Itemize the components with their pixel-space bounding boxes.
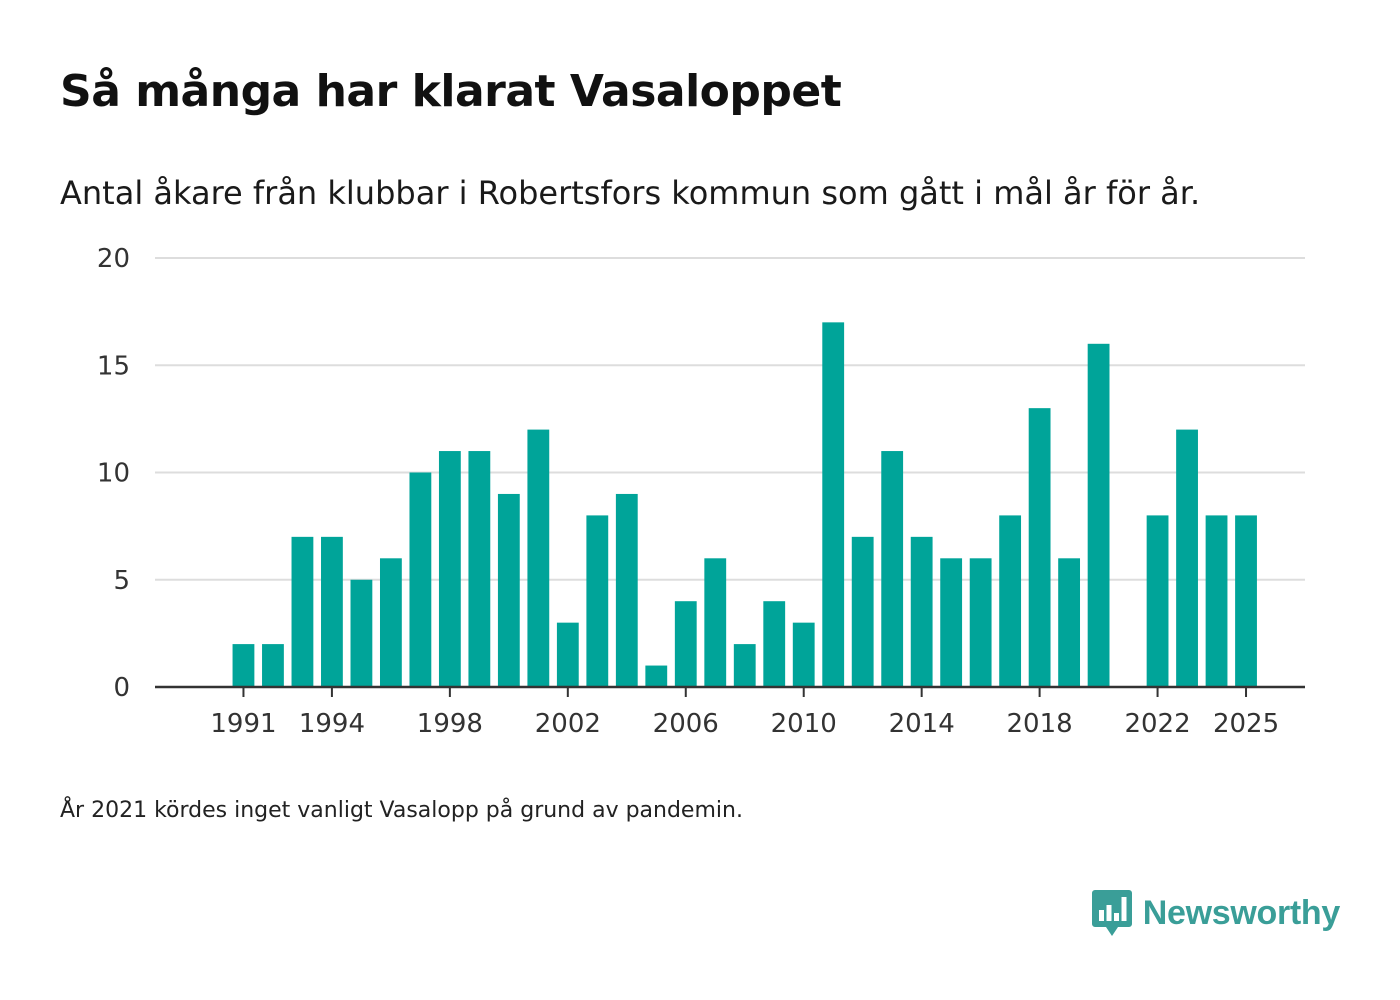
bar-2004[interactable]	[615, 493, 638, 687]
y-tick-label-10: 10	[97, 459, 130, 489]
bars	[232, 322, 1257, 688]
bar-1996[interactable]	[379, 558, 402, 687]
bar-2007[interactable]	[704, 558, 727, 687]
bar-2025[interactable]	[1235, 515, 1257, 687]
x-tick-label-2018: 2018	[1007, 709, 1073, 739]
footnote: År 2021 kördes inget vanligt Vasalopp på…	[60, 798, 743, 823]
bar-1991[interactable]	[232, 644, 255, 687]
bar-2018[interactable]	[1028, 408, 1051, 687]
x-tick-label-1991: 1991	[210, 709, 276, 739]
x-tick-label-2014: 2014	[889, 709, 955, 739]
bar-2016[interactable]	[969, 558, 992, 687]
bar-1994[interactable]	[321, 536, 343, 687]
bar-2000[interactable]	[497, 493, 520, 687]
bar-1998[interactable]	[438, 451, 461, 687]
y-tick-label-20: 20	[97, 244, 130, 274]
brand-name: Newsworthy	[1142, 893, 1341, 932]
bar-2013[interactable]	[881, 451, 904, 687]
bar-1997[interactable]	[409, 472, 432, 688]
y-tick-label-5: 5	[113, 566, 130, 596]
bar-1995[interactable]	[350, 579, 373, 687]
x-axis-ticks: 1991 1994 1998 2002 2006 2010 2014 2018 2022 2025	[210, 687, 1279, 739]
bar-chart: 0 5 10 15 20 1991 1994 1998 2002 2006 2010 2014 201…	[97, 244, 1305, 739]
bar-2023[interactable]	[1176, 429, 1198, 687]
y-axis-ticks: 0 5 10 15 20	[97, 244, 130, 703]
brand-logo[interactable]: Newsworthy	[1091, 888, 1340, 938]
bar-2019[interactable]	[1058, 558, 1081, 687]
bar-2020[interactable]	[1087, 343, 1110, 687]
bar-2008[interactable]	[733, 644, 756, 687]
x-tick-label-2022: 2022	[1124, 709, 1190, 739]
bar-2005[interactable]	[645, 665, 668, 687]
y-tick-label-15: 15	[97, 351, 130, 381]
bar-2006[interactable]	[674, 601, 697, 687]
x-tick-label-2025: 2025	[1213, 709, 1279, 739]
x-tick-label-1994: 1994	[299, 709, 365, 739]
bar-2022[interactable]	[1146, 515, 1169, 687]
chart-subtitle: Antal åkare från klubbar i Robertsfors k…	[60, 174, 1201, 212]
bar-2015[interactable]	[940, 558, 963, 687]
bar-2002[interactable]	[556, 622, 579, 687]
bar-2010[interactable]	[792, 622, 815, 687]
bar-1999[interactable]	[468, 451, 491, 687]
bar-2017[interactable]	[999, 515, 1022, 687]
bar-1992[interactable]	[262, 644, 284, 687]
bar-2003[interactable]	[586, 515, 609, 687]
chart-title: Så många har klarat Vasaloppet	[60, 66, 842, 117]
bar-2014[interactable]	[910, 536, 933, 687]
bar-chart-speech-bubble-icon	[1091, 890, 1132, 936]
bar-2011[interactable]	[822, 322, 845, 687]
x-tick-label-2010: 2010	[771, 709, 837, 739]
bar-2012[interactable]	[851, 536, 874, 687]
bar-2024[interactable]	[1205, 515, 1228, 687]
x-tick-label-2006: 2006	[653, 709, 719, 739]
gridlines	[155, 257, 1305, 581]
x-tick-label-2002: 2002	[535, 709, 601, 739]
bar-2009[interactable]	[763, 601, 786, 687]
bar-2001[interactable]	[527, 429, 550, 687]
x-tick-label-1998: 1998	[417, 709, 483, 739]
y-tick-label-0: 0	[113, 673, 130, 703]
bar-1993[interactable]	[291, 536, 314, 687]
